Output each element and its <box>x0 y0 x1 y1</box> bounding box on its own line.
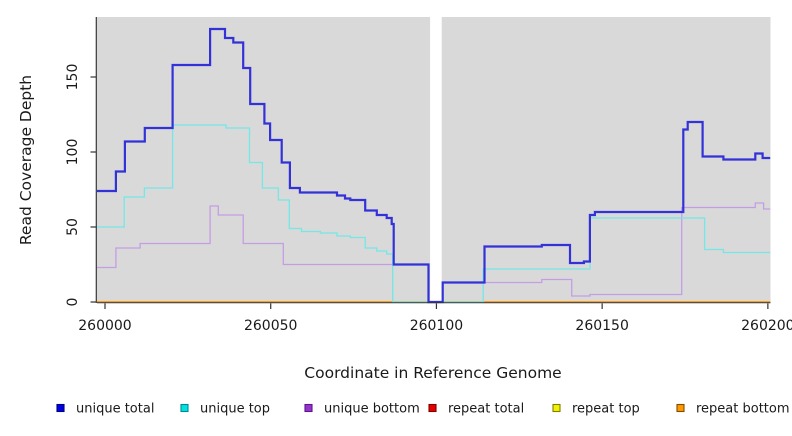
x-tick-label: 260050 <box>244 318 297 334</box>
y-axis-title: Read Coverage Depth <box>17 75 35 245</box>
y-tick-label: 150 <box>65 64 81 91</box>
legend-swatch-icon <box>428 403 437 413</box>
x-axis-title: Coordinate in Reference Genome <box>304 364 561 382</box>
series-layer <box>97 17 771 304</box>
legend-swatch-icon <box>304 403 313 413</box>
y-tick-label: 100 <box>65 139 81 166</box>
series-line-unique-top <box>97 124 771 303</box>
legend-item-label: unique top <box>200 402 270 417</box>
legend-swatch-icon <box>56 403 65 413</box>
legend-item-repeat-total: repeat total <box>428 402 524 417</box>
x-tick-label: 260000 <box>78 318 131 334</box>
legend: unique total unique top unique bottom repea… <box>56 402 790 417</box>
legend-item-unique-bottom: unique bottom <box>304 402 420 417</box>
legend-swatch-icon <box>180 403 189 413</box>
legend-item-label: repeat total <box>448 402 524 417</box>
legend-item-label: repeat top <box>572 402 640 417</box>
no-data-gap-band <box>430 17 442 303</box>
legend-item-label: repeat bottom <box>696 402 790 417</box>
y-tick-label: 0 <box>65 298 81 307</box>
legend-swatch-icon <box>676 403 685 413</box>
legend-item-label: unique total <box>76 402 154 417</box>
x-tick-label: 260150 <box>575 318 628 334</box>
x-tick-label: 260100 <box>410 318 463 334</box>
legend-item-repeat-top: repeat top <box>552 402 640 417</box>
legend-item-label: unique bottom <box>324 402 420 417</box>
axes-layer: 0 50 100 150 260000 260050 260100 260150 260200 <box>65 17 792 334</box>
x-tick-label: 260200 <box>741 318 792 334</box>
y-tick-label: 50 <box>65 218 81 236</box>
legend-swatch-icon <box>552 403 561 413</box>
legend-item-unique-total: unique total <box>56 402 154 417</box>
legend-item-repeat-bottom: repeat bottom <box>676 402 790 417</box>
legend-item-unique-top: unique top <box>180 402 270 417</box>
series-line-unique-total <box>97 27 771 304</box>
